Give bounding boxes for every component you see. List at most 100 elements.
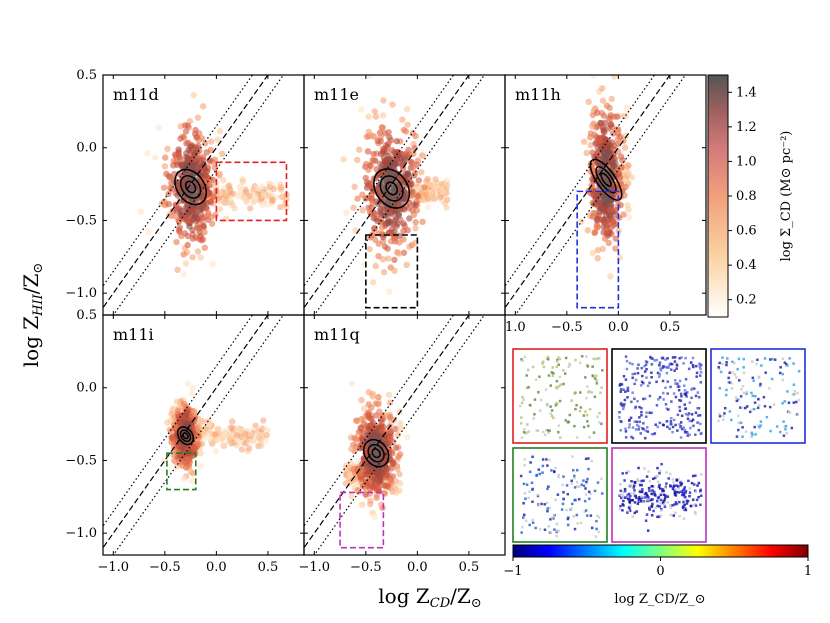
data-point: [178, 161, 185, 169]
map-pixel: [624, 378, 628, 381]
map-pixel: [745, 390, 749, 394]
map-pixel: [523, 428, 526, 431]
map-pixel: [657, 485, 661, 489]
map-pixel: [675, 479, 679, 482]
data-point: [628, 174, 636, 181]
data-point: [375, 253, 382, 260]
data-point: [198, 236, 205, 244]
data-point: [189, 254, 196, 261]
map-pixel: [619, 489, 623, 493]
map-pixel: [546, 464, 549, 467]
map-pixel: [551, 366, 555, 369]
map-pixel: [640, 490, 643, 494]
data-point: [168, 179, 175, 187]
map-pixel: [654, 506, 658, 510]
data-point: [172, 423, 180, 431]
map-pixel: [630, 400, 633, 404]
data-point: [397, 155, 405, 162]
y-tick-label: 0.0: [76, 141, 97, 156]
map-pixel: [636, 502, 640, 506]
x-tick-label: 0.0: [608, 320, 629, 335]
inset-frame: [611, 447, 707, 543]
map-pixel: [680, 427, 684, 431]
map-pixel: [658, 375, 661, 378]
map-pixel: [634, 378, 638, 382]
map-pixel: [648, 480, 652, 483]
map-pixel: [694, 474, 697, 477]
panel-label: m11i: [113, 325, 154, 344]
map-pixel: [666, 357, 669, 360]
data-point: [174, 407, 182, 415]
data-point: [395, 159, 402, 167]
map-pixel: [576, 522, 579, 525]
map-pixel: [594, 357, 598, 361]
map-pixel: [584, 493, 588, 496]
map-pixel: [692, 483, 696, 486]
data-point: [356, 146, 363, 153]
map-pixel: [597, 516, 601, 519]
map-pixel: [645, 493, 649, 497]
map-pixel: [633, 489, 636, 492]
map-pixel: [531, 487, 535, 491]
map-pixel: [656, 425, 660, 429]
map-pixel: [620, 383, 624, 386]
map-pixel: [556, 493, 560, 496]
map-pixel: [582, 479, 585, 482]
data-point: [200, 222, 207, 230]
colorbar-tick-label: −1: [503, 564, 522, 579]
map-pixel: [674, 382, 677, 385]
map-pixel: [677, 478, 680, 481]
data-point: [164, 419, 171, 426]
map-pixel: [580, 355, 584, 358]
map-pixel: [583, 499, 587, 503]
map-pixel: [757, 403, 761, 407]
data-point: [369, 156, 376, 164]
map-pixel: [635, 420, 639, 424]
data-point: [606, 148, 613, 156]
map-pixel: [768, 387, 771, 390]
map-pixel: [584, 487, 587, 490]
map-pixel: [736, 367, 739, 371]
map-pixel: [656, 504, 659, 508]
map-pixel: [563, 372, 567, 375]
data-point: [160, 184, 168, 191]
map-pixel: [752, 379, 755, 382]
map-pixel: [757, 397, 760, 401]
map-pixel: [658, 487, 662, 490]
map-pixel: [721, 356, 724, 359]
data-point: [195, 426, 202, 433]
data-point: [246, 193, 253, 200]
data-point: [177, 156, 184, 164]
map-pixel: [678, 398, 681, 402]
map-pixel: [562, 475, 565, 478]
data-point: [173, 398, 181, 405]
map-pixel: [562, 497, 565, 501]
map-pixel: [622, 405, 626, 408]
map-pixel: [620, 404, 624, 407]
map-pixel: [655, 380, 658, 384]
map-pixel: [596, 415, 599, 418]
map-pixel: [769, 429, 772, 433]
map-pixel: [698, 414, 702, 417]
map-pixel: [626, 389, 630, 393]
map-pixel: [520, 401, 524, 405]
map-pixel: [643, 397, 647, 400]
data-point: [262, 437, 269, 445]
map-pixel: [552, 372, 555, 375]
map-pixel: [723, 412, 726, 415]
map-pixel: [633, 372, 637, 376]
data-point: [188, 390, 195, 397]
density-contour: [373, 168, 411, 209]
map-pixel: [545, 429, 548, 432]
map-pixel: [672, 392, 676, 395]
data-point: [243, 198, 250, 205]
map-pixel: [677, 388, 681, 392]
map-pixel: [658, 471, 661, 475]
map-pixel: [553, 470, 556, 473]
map-pixel: [742, 391, 746, 395]
map-pixel: [728, 410, 732, 413]
y-tick-label: −1.0: [65, 526, 97, 541]
data-point: [363, 470, 370, 478]
map-pixel: [650, 514, 654, 517]
map-pixel: [588, 497, 591, 501]
